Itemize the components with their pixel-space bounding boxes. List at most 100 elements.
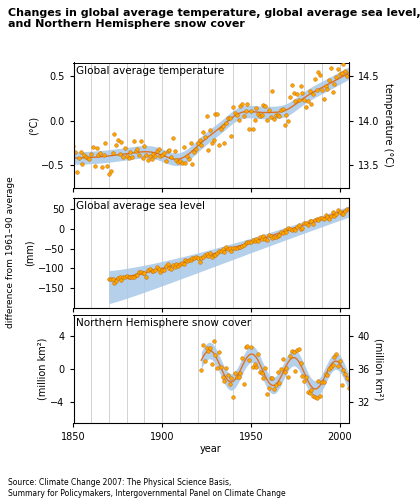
Point [232,110,239,118]
Point [131,137,137,145]
Point [93,144,100,152]
Point [226,244,233,252]
Point [269,374,276,382]
Point [280,104,286,112]
Point [297,358,304,366]
Point [212,110,219,118]
Point [198,366,205,374]
Point [294,90,300,98]
Point [297,82,304,90]
Point [328,64,334,72]
Point [120,273,126,281]
Point [264,390,270,398]
Point [281,121,288,129]
Point [161,150,168,158]
Point [221,248,228,256]
Point [267,374,274,382]
Point [315,376,322,384]
Point [274,111,281,119]
Point [235,243,242,251]
Point [267,232,274,240]
Point [244,100,251,108]
Point [248,238,255,246]
Point [342,208,349,216]
Point [340,366,346,374]
Point [304,220,311,228]
Point [226,114,233,122]
Point [221,139,228,147]
Point [260,101,267,109]
Point [296,222,302,230]
Point [333,350,339,358]
Point [214,110,220,118]
Point [163,262,169,270]
Point [125,274,132,281]
Point [144,266,151,274]
Point [154,264,160,272]
Point [262,364,268,372]
Y-axis label: (°C): (°C) [28,116,38,134]
X-axis label: year: year [200,444,222,454]
Point [297,225,304,233]
Point [76,154,82,162]
Point [294,223,300,231]
Point [285,224,291,232]
Y-axis label: (million km²): (million km²) [374,338,384,400]
Point [171,264,178,272]
Point [132,146,139,154]
Point [278,365,284,373]
Point [317,214,323,222]
Point [196,258,203,266]
Point [287,352,294,360]
Point [328,362,334,370]
Point [290,348,297,356]
Point [329,360,336,368]
Point [212,250,219,258]
Point [118,276,125,283]
Point [264,236,270,244]
Point [292,368,299,376]
Point [310,220,316,228]
Point [335,362,341,370]
Point [218,248,224,256]
Point [132,270,139,278]
Point [118,138,125,146]
Point [308,100,315,108]
Point [230,244,236,252]
Point [344,204,350,212]
Point [319,214,326,222]
Point [306,389,313,397]
Point [299,224,306,232]
Point [340,60,346,68]
Point [129,153,135,161]
Point [304,97,311,105]
Point [205,348,212,356]
Point [249,363,256,371]
Point [136,268,142,276]
Point [322,370,329,378]
Point [175,158,181,166]
Point [283,111,290,119]
Text: Source: Climate Change 2007: The Physical Science Basis,
Summary for Policymaker: Source: Climate Change 2007: The Physica… [8,478,286,498]
Point [260,232,267,240]
Point [125,154,132,162]
Point [313,215,320,223]
Point [138,136,144,144]
Point [171,147,178,155]
Point [155,145,162,153]
Point [234,111,240,119]
Point [246,356,252,364]
Point [159,152,165,160]
Point [322,82,329,90]
Point [289,226,295,234]
Point [328,212,334,220]
Point [157,152,164,160]
Point [116,150,123,158]
Point [81,152,87,160]
Point [173,156,180,164]
Point [115,136,121,144]
Point [209,252,215,260]
Point [338,70,345,78]
Point [152,266,158,274]
Point [70,142,77,150]
